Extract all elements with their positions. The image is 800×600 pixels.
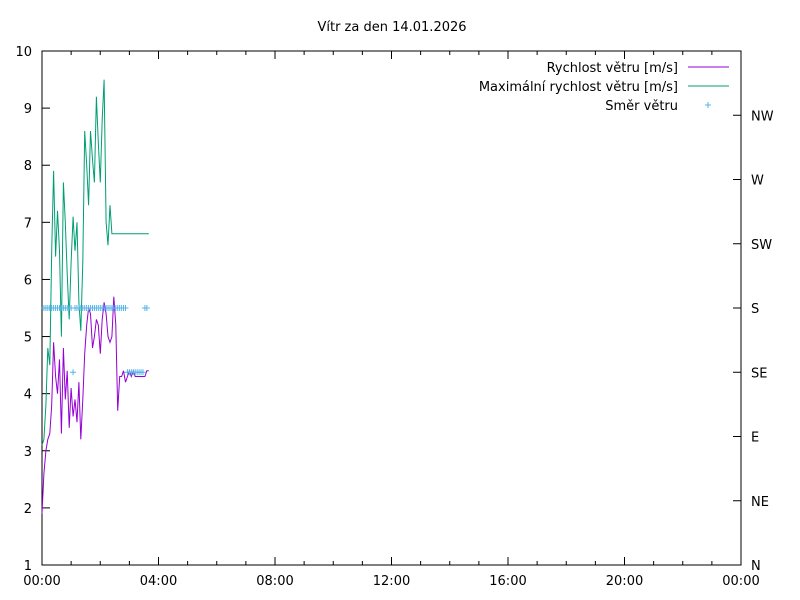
direction-point [122,305,129,311]
x-axis: 00:00 04:00 08:00 12:00 16:00 20:00 00:00 [23,51,760,589]
y2-tick-label: W [751,174,764,189]
y-tick-label: 4 [24,388,32,403]
legend-label: Rychlost větru [m/s] [547,61,678,76]
y-tick-label: 6 [24,273,32,288]
y2-tick-label: N [751,559,761,574]
direction-point [139,369,146,376]
y-tick-label: 3 [24,445,32,460]
y-tick-label: 5 [24,331,32,346]
y-tick-label: 8 [24,159,32,174]
y2-tick-label: NE [751,495,769,510]
y2-axis: N NE E SE S SW W NW [733,109,774,574]
y2-tick-label: SW [751,238,772,253]
y-axis: 1 2 3 4 5 6 7 8 9 10 [15,45,50,574]
x-tick-label: 00:00 [23,574,60,589]
x-tick-label: 16:00 [489,574,526,589]
x-tick-label: 12:00 [373,574,410,589]
x-tick-label: 20:00 [606,574,643,589]
y2-tick-label: S [751,302,759,317]
y-tick-label: 7 [24,216,32,231]
y2-tick-label: SE [751,366,767,381]
y-tick-label: 1 [24,559,32,574]
direction-point [143,305,150,311]
x-tick-label: 04:00 [140,574,177,589]
legend: Rychlost větru [m/s] Maximální rychlost v… [479,61,729,114]
y-tick-label: 10 [15,45,32,60]
series-line-2 [41,79,149,446]
chart-title: Vítr za den 14.01.2026 [317,20,466,35]
y2-tick-label: NW [751,109,774,124]
series-layer [40,79,150,514]
x-tick-label: 00:00 [722,574,759,589]
direction-point [70,369,77,376]
y2-tick-label: E [751,431,759,446]
series-line-1 [41,296,149,514]
x-tick-label: 08:00 [256,574,293,589]
legend-label: Směr větru [605,99,678,114]
y-tick-label: 2 [24,502,32,517]
y-tick-label: 9 [24,102,32,117]
legend-label: Maximální rychlost větru [m/s] [479,80,678,95]
